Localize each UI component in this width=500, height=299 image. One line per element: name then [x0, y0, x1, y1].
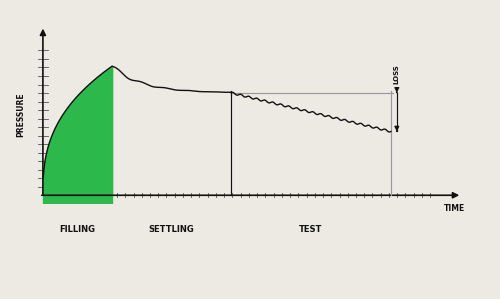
- Text: FILLING: FILLING: [60, 225, 96, 234]
- Text: SETTLING: SETTLING: [148, 225, 194, 234]
- Text: TIME: TIME: [444, 204, 465, 213]
- Text: TEST: TEST: [299, 225, 322, 234]
- Text: LOSS: LOSS: [394, 64, 400, 84]
- Text: PRESSURE: PRESSURE: [16, 92, 26, 137]
